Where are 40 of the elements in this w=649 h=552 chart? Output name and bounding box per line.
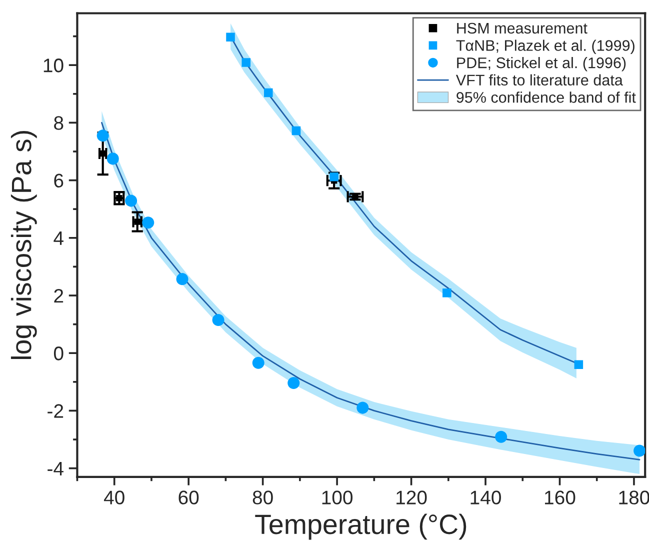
- x-tick-label: 160: [545, 490, 576, 504]
- point: [356, 402, 369, 414]
- y-tick-label: 4: [54, 232, 64, 245]
- y-tick-label: 10: [44, 58, 64, 72]
- y-tick-label: 8: [54, 116, 64, 130]
- x-tick-label: 180: [619, 490, 649, 504]
- y-axis-title: log viscosity (Pa s): [10, 131, 37, 359]
- annotation: 95% confidence band of fit: [456, 92, 636, 103]
- point: [242, 58, 250, 67]
- point: [264, 88, 273, 98]
- point: [442, 288, 452, 298]
- y-tick-label: 0: [54, 346, 64, 360]
- legend-label: VFT fits to literature data: [456, 74, 623, 86]
- point: [106, 152, 119, 165]
- x-tick-label: 60: [178, 490, 199, 504]
- y-tick-label: 6: [54, 174, 64, 188]
- y-tick-label: 2: [54, 288, 64, 303]
- point: [142, 216, 154, 229]
- point: [226, 32, 235, 42]
- point: [96, 130, 109, 142]
- y-tick-label: -4: [48, 462, 64, 476]
- point: [495, 430, 508, 443]
- x-tick-label: 100: [322, 490, 353, 504]
- x-tick-label: 80: [252, 490, 273, 504]
- point: [574, 360, 584, 369]
- point: [252, 356, 264, 369]
- x-axis-title: Temperature (°C): [255, 514, 466, 540]
- legend-label: PDE; Stickel et al. (1996): [457, 57, 626, 72]
- point: [212, 314, 224, 326]
- legend-label: TαNB; Plazek et al. (1999): [456, 40, 634, 54]
- point: [288, 377, 300, 390]
- point: [634, 444, 646, 457]
- y-tick-label: -2: [48, 404, 64, 418]
- point: [176, 273, 188, 286]
- x-tick-label: 120: [396, 490, 427, 504]
- x-tick-label: 140: [470, 490, 501, 504]
- legend-label: HSM measurement: [457, 22, 588, 34]
- point: [292, 126, 301, 136]
- point: [125, 194, 138, 207]
- x-tick-label: 40: [104, 490, 124, 504]
